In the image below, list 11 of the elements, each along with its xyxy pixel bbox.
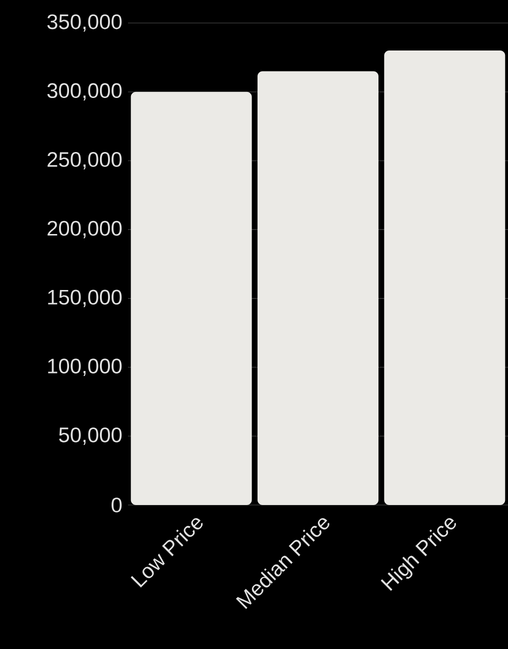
y-tick-label: 0 (111, 498, 122, 512)
bar (384, 50, 505, 505)
y-tick-label: 150,000 (48, 290, 122, 308)
y-tick-label: 350,000 (47, 14, 122, 32)
y-tick-label: 200,000 (47, 220, 122, 238)
y-tick-label: 50,000 (58, 427, 122, 445)
bar (130, 92, 252, 505)
y-tick-label: 300,000 (47, 83, 122, 101)
y-tick-label: 250,000 (47, 152, 122, 170)
y-tick-label: 100,000 (48, 358, 122, 376)
bar (257, 71, 378, 505)
